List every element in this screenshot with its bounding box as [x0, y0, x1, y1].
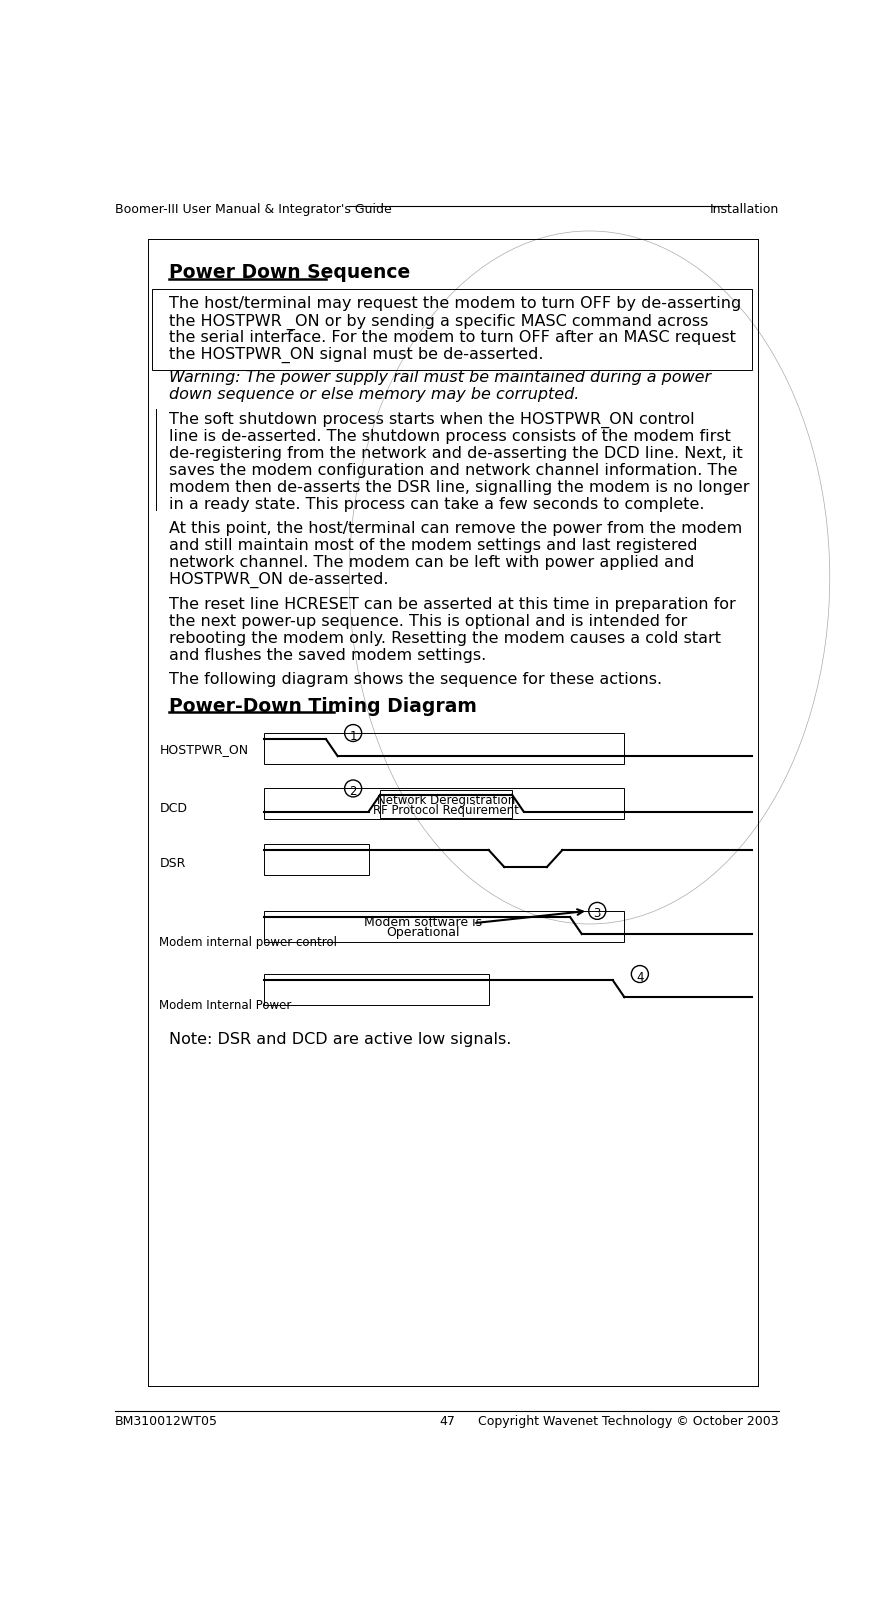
Text: BM310012WT05: BM310012WT05	[115, 1415, 218, 1428]
Text: Boomer-III User Manual & Integrator's Guide: Boomer-III User Manual & Integrator's Gu…	[115, 204, 392, 217]
Text: de-registering from the network and de-asserting the DCD line. Next, it: de-registering from the network and de-a…	[169, 446, 743, 460]
Text: DSR: DSR	[160, 858, 186, 871]
Text: down sequence or else memory may be corrupted.: down sequence or else memory may be corr…	[169, 387, 580, 403]
Text: network channel. The modem can be left with power applied and: network channel. The modem can be left w…	[169, 555, 695, 569]
Bar	[264, 974, 488, 1004]
Text: rebooting the modem only. Resetting the modem causes a cold start: rebooting the modem only. Resetting the …	[169, 630, 721, 646]
Bar	[264, 911, 624, 942]
Text: Warning: The power supply rail must be maintained during a power: Warning: The power supply rail must be m…	[169, 371, 712, 385]
Text: The reset line HCRESET can be asserted at this time in preparation for: The reset line HCRESET can be asserted a…	[169, 597, 736, 611]
Text: Installation: Installation	[709, 204, 779, 217]
Text: RF Protocol Requirement: RF Protocol Requirement	[373, 804, 519, 816]
Text: Modem software is: Modem software is	[364, 916, 482, 929]
Text: 2: 2	[350, 784, 357, 799]
Bar	[264, 789, 624, 820]
Bar	[380, 791, 512, 818]
Text: At this point, the host/terminal can remove the power from the modem: At this point, the host/terminal can rem…	[169, 521, 743, 536]
Text: 3: 3	[594, 908, 601, 921]
Text: HOSTPWR_ON: HOSTPWR_ON	[160, 743, 249, 755]
Text: Note: DSR and DCD are active low signals.: Note: DSR and DCD are active low signals…	[169, 1031, 512, 1047]
Text: the next power-up sequence. This is optional and is intended for: the next power-up sequence. This is opti…	[169, 614, 688, 629]
Text: modem then de-asserts the DSR line, signalling the modem is no longer: modem then de-asserts the DSR line, sign…	[169, 480, 750, 494]
Text: The following diagram shows the sequence for these actions.: The following diagram shows the sequence…	[169, 672, 663, 687]
Text: The host/terminal may request the modem to turn OFF by de-asserting: The host/terminal may request the modem …	[169, 297, 742, 311]
Bar	[264, 733, 624, 764]
Text: 4: 4	[637, 970, 644, 983]
Bar	[264, 844, 369, 874]
Text: and still maintain most of the modem settings and last registered: and still maintain most of the modem set…	[169, 539, 698, 553]
Text: The soft shutdown process starts when the HOSTPWR_ON control: The soft shutdown process starts when th…	[169, 412, 695, 428]
Text: Power-Down Timing Diagram: Power-Down Timing Diagram	[169, 696, 477, 715]
Text: Power Down Sequence: Power Down Sequence	[169, 263, 411, 282]
Text: Modem internal power control: Modem internal power control	[160, 935, 337, 948]
Text: line is de-asserted. The shutdown process consists of the modem first: line is de-asserted. The shutdown proces…	[169, 428, 732, 444]
Text: saves the modem configuration and network channel information. The: saves the modem configuration and networ…	[169, 462, 738, 478]
Text: 47: 47	[439, 1415, 455, 1428]
Text: 1: 1	[350, 730, 357, 743]
Text: the serial interface. For the modem to turn OFF after an MASC request: the serial interface. For the modem to t…	[169, 330, 736, 345]
Text: Modem Internal Power: Modem Internal Power	[160, 999, 292, 1012]
Text: HOSTPWR_ON de-asserted.: HOSTPWR_ON de-asserted.	[169, 573, 389, 589]
Text: the HOSTPWR _ON or by sending a specific MASC command across: the HOSTPWR _ON or by sending a specific…	[169, 313, 709, 329]
Text: DCD: DCD	[160, 802, 187, 815]
Bar	[152, 289, 753, 369]
Text: Operational: Operational	[386, 926, 460, 940]
Text: Network Deregistration: Network Deregistration	[377, 794, 515, 807]
Text: and flushes the saved modem settings.: and flushes the saved modem settings.	[169, 648, 487, 662]
Text: Copyright Wavenet Technology © October 2003: Copyright Wavenet Technology © October 2…	[478, 1415, 779, 1428]
Text: in a ready state. This process can take a few seconds to complete.: in a ready state. This process can take …	[169, 497, 705, 512]
Text: the HOSTPWR_ON signal must be de-asserted.: the HOSTPWR_ON signal must be de-asserte…	[169, 346, 544, 364]
